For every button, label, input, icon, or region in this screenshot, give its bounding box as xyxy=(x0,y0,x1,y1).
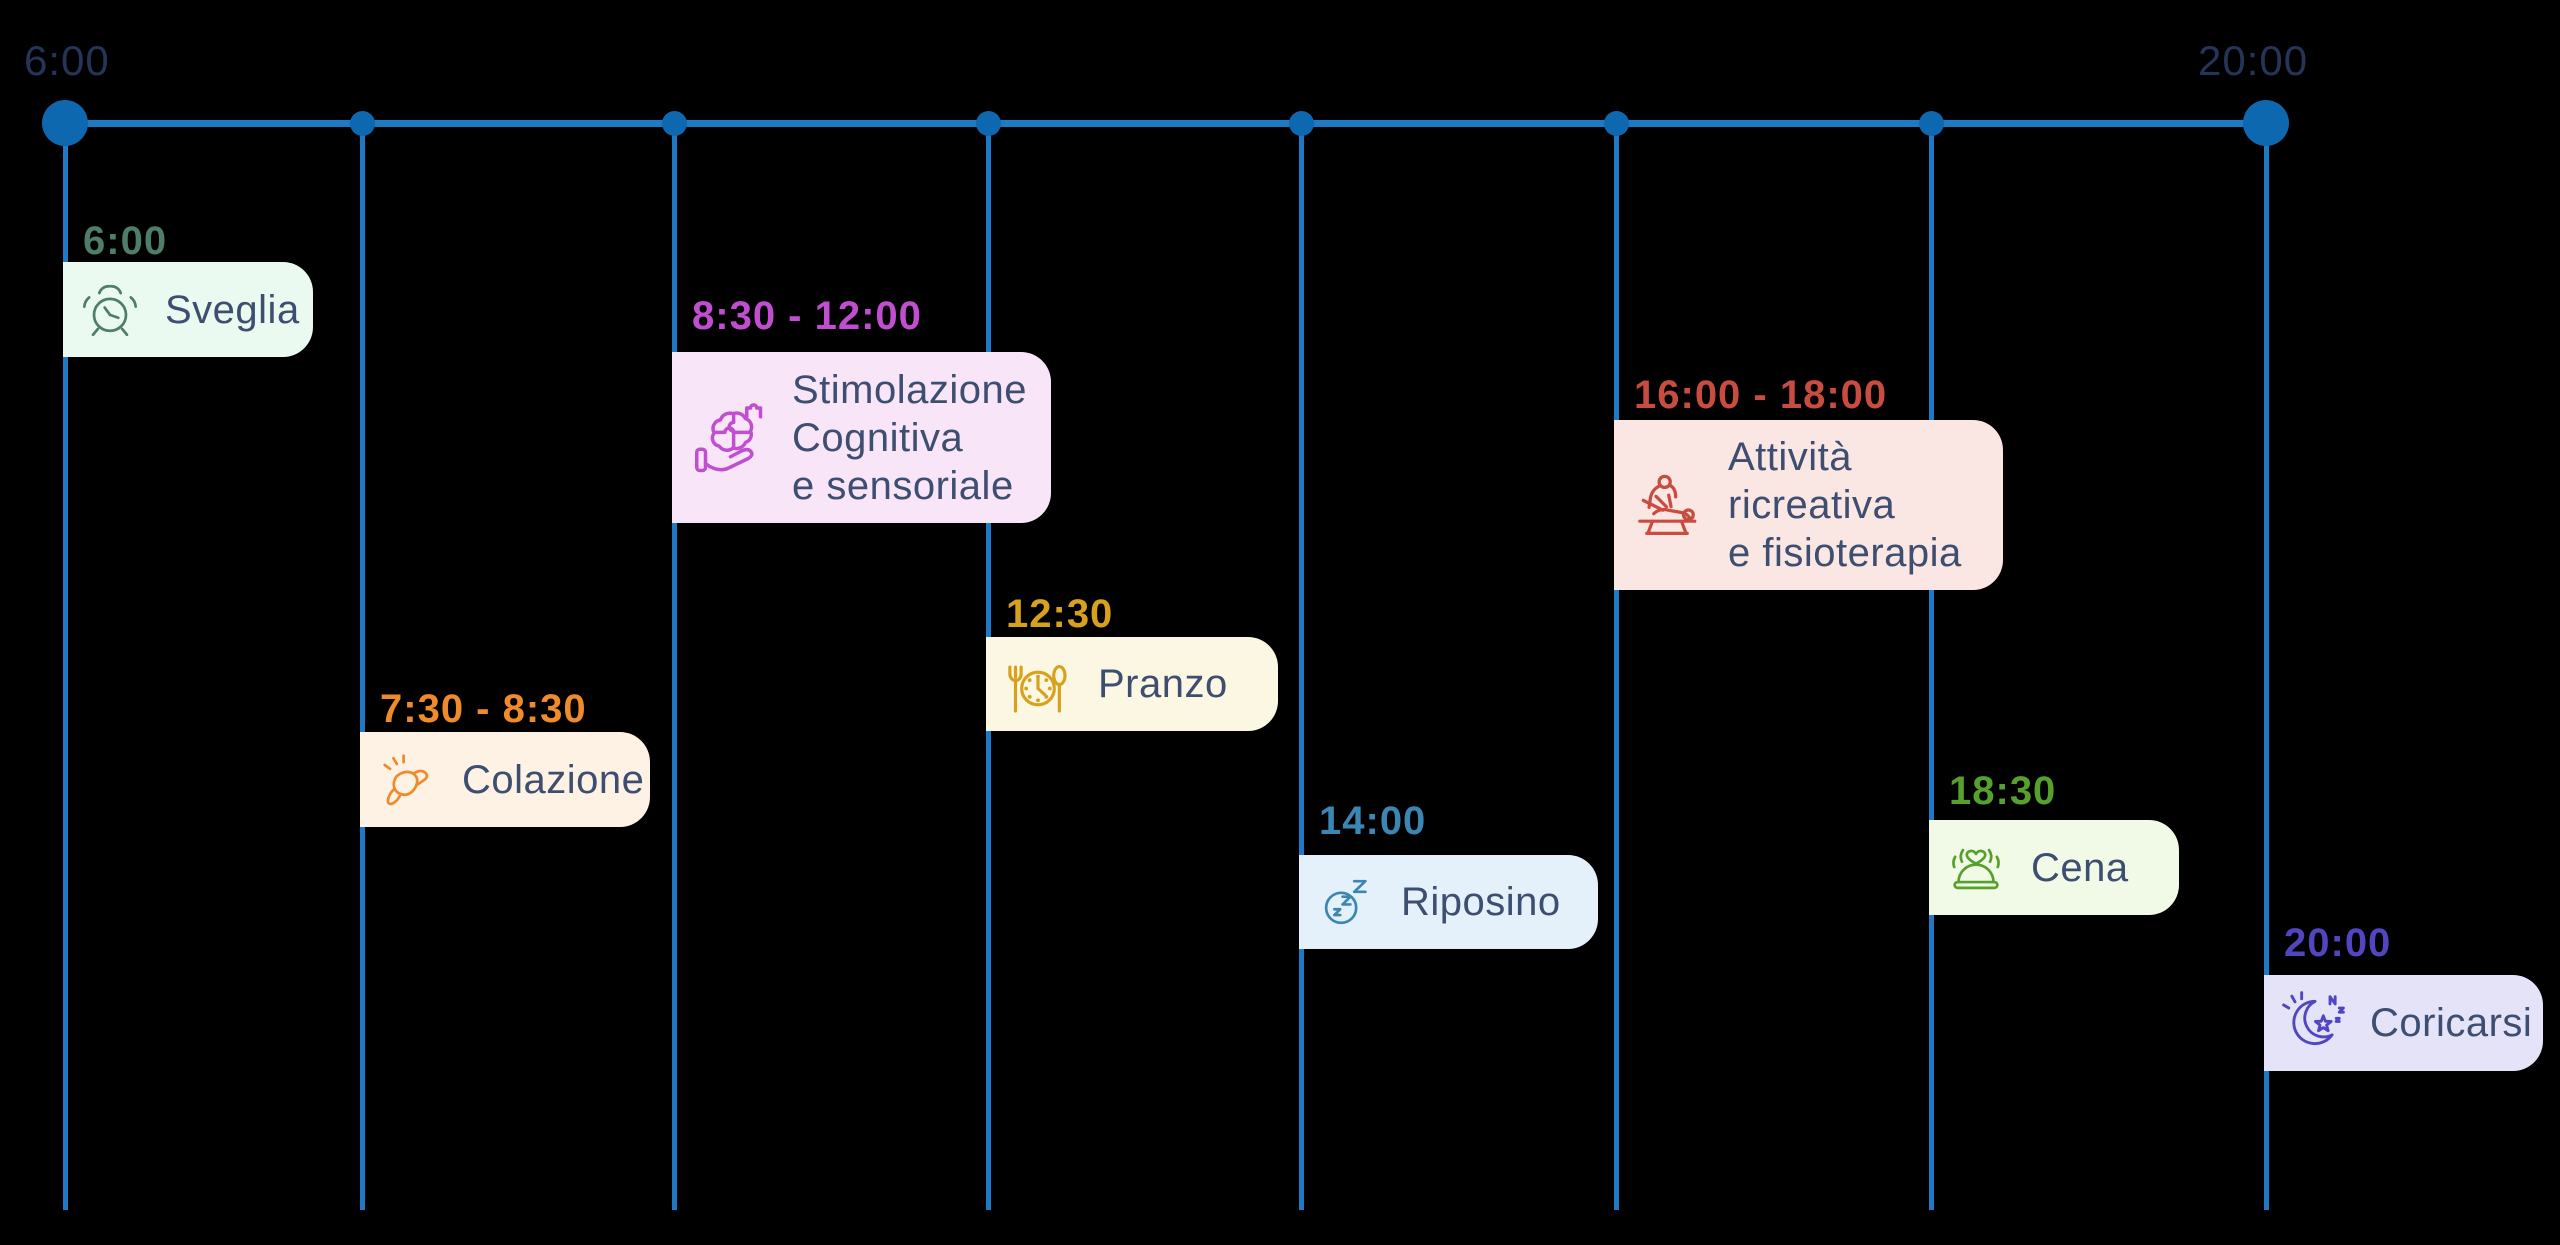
event-time: 14:00 xyxy=(1319,799,1427,843)
timeline-node-dot xyxy=(349,111,375,136)
timeline-column-line xyxy=(62,123,68,1210)
alarm-clock-icon xyxy=(79,279,141,341)
timeline-column-line xyxy=(1613,123,1619,1210)
timeline-node-dot xyxy=(1918,111,1944,136)
event-title: Sveglia xyxy=(165,287,300,332)
croissant-icon xyxy=(376,749,438,811)
event-title: Colazione xyxy=(462,757,645,802)
timeline-start-label: 6:00 xyxy=(24,37,110,84)
event-card: Cena xyxy=(1929,820,2179,915)
event-title: Pranzo xyxy=(1098,662,1228,706)
moon-stars-icon xyxy=(2280,990,2346,1056)
sleep-zzz-icon xyxy=(1315,871,1377,933)
event-card: Pranzo xyxy=(986,637,1278,731)
event-card: Sveglia xyxy=(63,262,313,357)
timeline-column-line xyxy=(671,123,677,1210)
timeline-node-dot xyxy=(1603,111,1629,136)
timeline-node-dot xyxy=(661,111,687,136)
event-card: Attività ricreativa e fisioterapia xyxy=(1614,420,2003,590)
event-time: 6:00 xyxy=(83,219,168,263)
event-time: 7:30 - 8:30 xyxy=(380,687,587,731)
event-time: 18:30 xyxy=(1949,769,2057,813)
timeline-node-dot xyxy=(975,111,1001,136)
event-title: Cena xyxy=(2031,845,2129,890)
timeline-column-line xyxy=(2263,123,2269,1210)
brain-puzzle-hand-icon xyxy=(688,398,768,478)
timeline-column-line xyxy=(1298,123,1304,1210)
fork-clock-spoon-icon xyxy=(1002,648,1074,720)
event-title: Attività ricreativa e fisioterapia xyxy=(1728,435,1962,575)
timeline-column-line xyxy=(359,123,365,1210)
event-time: 16:00 - 18:00 xyxy=(1634,373,1888,417)
dinner-cloche-icon xyxy=(1945,837,2007,899)
event-card: Riposino xyxy=(1299,855,1598,949)
timeline-node-dot xyxy=(42,100,88,146)
event-title: Coricarsi xyxy=(2370,1001,2533,1045)
event-title: Stimolazione Cognitiva e sensoriale xyxy=(792,367,1028,508)
event-card: Colazione xyxy=(360,732,650,827)
timeline-node-dot xyxy=(1288,111,1314,136)
timeline-node-dot xyxy=(2243,100,2289,146)
timeline-axis xyxy=(65,120,2266,127)
event-card: Stimolazione Cognitiva e sensoriale xyxy=(672,352,1051,523)
physiotherapy-icon xyxy=(1630,468,1704,542)
event-time: 12:30 xyxy=(1006,592,1114,636)
event-time: 8:30 - 12:00 xyxy=(692,294,922,338)
event-time: 20:00 xyxy=(2284,921,2392,965)
event-card: Coricarsi xyxy=(2264,975,2543,1071)
event-title: Riposino xyxy=(1401,880,1561,924)
timeline-end-label: 20:00 xyxy=(2198,37,2309,84)
timeline-column-line xyxy=(1928,123,1934,1210)
